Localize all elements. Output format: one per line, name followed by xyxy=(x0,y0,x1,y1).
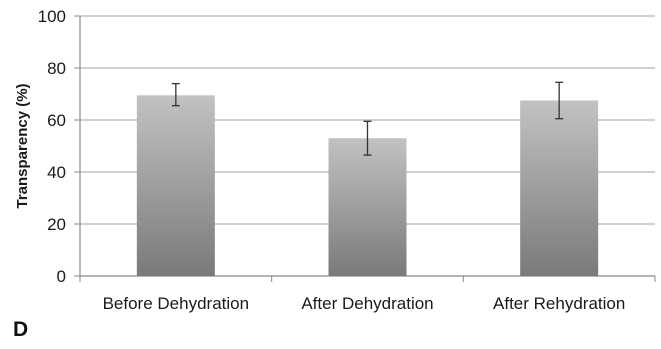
x-tick-label: Before Dehydration xyxy=(103,294,249,313)
y-tick-label: 0 xyxy=(57,267,66,286)
x-tick-label: After Rehydration xyxy=(493,294,625,313)
y-tick-label: 20 xyxy=(47,215,66,234)
error-bar-1 xyxy=(363,120,372,156)
bar-0 xyxy=(136,95,215,276)
error-bar-2 xyxy=(555,81,564,120)
y-tick-label: 40 xyxy=(47,163,66,182)
error-bars xyxy=(171,81,564,156)
y-tick-labels: 0 20 40 60 80 100 xyxy=(38,7,66,286)
panel-label: D xyxy=(13,318,29,341)
y-axis-title: Transparency (%) xyxy=(14,83,31,208)
bar-2 xyxy=(520,100,599,276)
x-tick-labels: Before Dehydration After Dehydration After… xyxy=(103,294,626,313)
x-tick-label: After Dehydration xyxy=(301,294,433,313)
y-tick-label: 100 xyxy=(38,7,66,26)
y-tick-label: 60 xyxy=(47,111,66,130)
bars xyxy=(136,95,599,276)
y-tick-label: 80 xyxy=(47,59,66,78)
bar-1 xyxy=(328,138,407,276)
error-bar-0 xyxy=(171,82,180,107)
